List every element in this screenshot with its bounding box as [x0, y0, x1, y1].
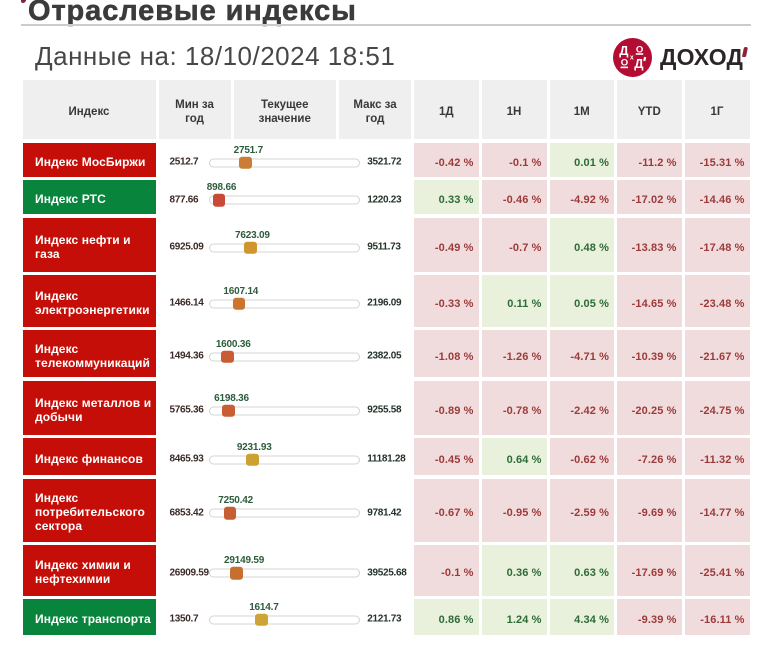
svg-text:Д: Д: [634, 56, 644, 71]
svg-text:Д: Д: [619, 43, 629, 58]
svg-text:О: О: [636, 44, 643, 55]
svg-text:х: х: [630, 54, 634, 61]
svg-text:О: О: [621, 57, 628, 68]
